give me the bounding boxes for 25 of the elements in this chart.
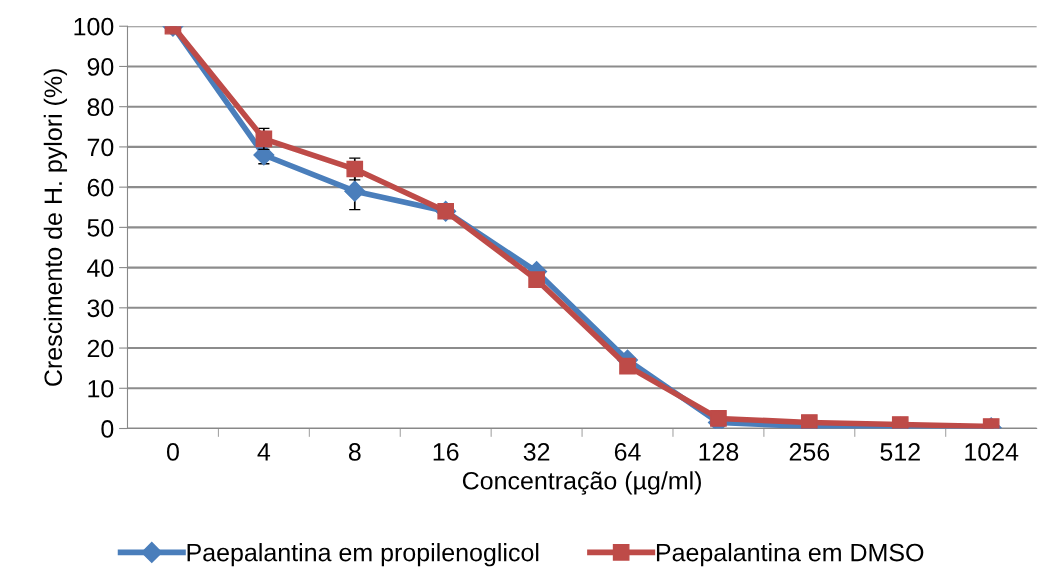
legend-label: Paepalantina em propilenoglicol xyxy=(187,543,539,567)
y-tick-label: 90 xyxy=(87,58,114,76)
x-tick-label: 64 xyxy=(614,443,641,461)
y-tick-label: 20 xyxy=(87,339,114,358)
x-axis-title: Concentração (µg/ml) xyxy=(462,471,701,495)
y-tick-label: 80 xyxy=(87,98,114,116)
x-tick-label: 0 xyxy=(166,443,179,461)
y-axis-title: Crescimento de H. pylori (%) xyxy=(43,69,68,386)
x-tick-label: 16 xyxy=(433,443,459,461)
y-tick-label: 100 xyxy=(74,17,114,36)
y-tick-label: 50 xyxy=(87,218,114,237)
legend-label: Paepalantina em DMSO xyxy=(656,543,924,567)
x-tick-label: 128 xyxy=(699,443,739,461)
x-tick-label: 1024 xyxy=(965,443,1019,461)
x-tick-label: 32 xyxy=(523,443,550,461)
y-tick-label: 30 xyxy=(87,299,114,318)
y-tick-label: 70 xyxy=(87,138,114,157)
y-tick-label: 40 xyxy=(87,259,114,277)
x-tick-label: 256 xyxy=(789,443,830,461)
y-tick-label: 0 xyxy=(101,420,114,438)
x-tick-label: 8 xyxy=(348,443,361,461)
x-tick-label: 512 xyxy=(880,443,920,461)
y-tick-label: 10 xyxy=(88,379,114,398)
y-tick-label: 60 xyxy=(87,178,114,197)
x-tick-label: 4 xyxy=(257,443,271,461)
